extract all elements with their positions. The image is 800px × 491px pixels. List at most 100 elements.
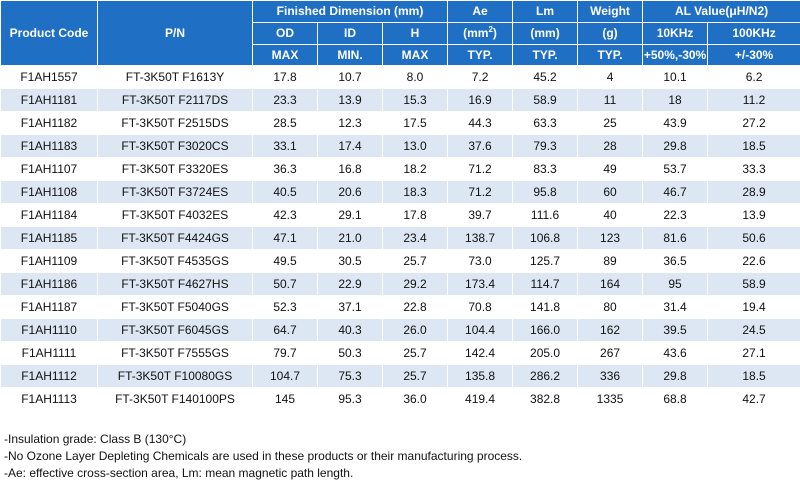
cell-ae: 71.2 bbox=[447, 157, 514, 181]
cell-ae: 37.6 bbox=[447, 134, 514, 158]
cell-weight: 336 bbox=[577, 364, 644, 388]
cell-al-10khz: 31.4 bbox=[642, 295, 709, 319]
cell-h: 25.7 bbox=[381, 341, 449, 365]
cell-od: 49.5 bbox=[252, 249, 318, 273]
cell-product-code: F1AH1111 bbox=[0, 341, 98, 365]
cell-al-100khz: 42.7 bbox=[707, 387, 800, 411]
cell-ae: 39.7 bbox=[447, 203, 514, 227]
header-finished-dimension: Finished Dimension (mm) bbox=[251, 0, 449, 23]
table-row: F1AH1184 FT-3K50T F4032ES 42.3 29.1 17.8 39.7… bbox=[0, 203, 800, 227]
header-pn: P/N bbox=[97, 0, 253, 66]
header-h: H bbox=[381, 22, 449, 45]
cell-ae: 142.4 bbox=[447, 341, 514, 365]
header-product-code: Product Code bbox=[0, 0, 98, 66]
table-row: F1AH1186 FT-3K50T F4627HS 50.7 22.9 29.2 173.… bbox=[0, 272, 800, 296]
header-10khz-sub: +50%,-30% bbox=[642, 44, 709, 66]
cell-od: 47.1 bbox=[252, 226, 318, 250]
table-row: F1AH1108 FT-3K50T F3724ES 40.5 20.6 18.3 71.2… bbox=[0, 180, 800, 204]
cell-pn: FT-3K50T F4032ES bbox=[97, 203, 253, 227]
cell-h: 26.0 bbox=[381, 318, 449, 342]
cell-al-100khz: 13.9 bbox=[707, 203, 800, 227]
cell-id: 10.7 bbox=[317, 65, 383, 89]
cell-weight: 162 bbox=[577, 318, 644, 342]
cell-h: 17.8 bbox=[381, 203, 449, 227]
cell-od: 28.5 bbox=[252, 111, 318, 135]
cell-lm: 141.8 bbox=[512, 295, 579, 319]
cell-product-code: F1AH1181 bbox=[0, 88, 98, 112]
header-ae-unit: (mm2) bbox=[447, 22, 514, 45]
cell-product-code: F1AH1182 bbox=[0, 111, 98, 135]
cell-od: 50.7 bbox=[252, 272, 318, 296]
table-row: F1AH1185 FT-3K50T F4424GS 47.1 21.0 23.4 138.… bbox=[0, 226, 800, 250]
cell-product-code: F1AH1184 bbox=[0, 203, 98, 227]
cell-al-10khz: 81.6 bbox=[642, 226, 709, 250]
table-row: F1AH1112 FT-3K50T F10080GS 104.7 75.3 25.7 13… bbox=[0, 364, 800, 388]
table-row: F1AH1113 FT-3K50T F140100PS 145 95.3 36.0 419… bbox=[0, 387, 800, 411]
cell-od: 52.3 bbox=[252, 295, 318, 319]
cell-al-10khz: 39.5 bbox=[642, 318, 709, 342]
footnote-line: -Insulation grade: Class B (130°C) bbox=[4, 432, 187, 446]
cell-pn: FT-3K50T F4424GS bbox=[97, 226, 253, 250]
cell-od: 17.8 bbox=[252, 65, 318, 89]
cell-al-100khz: 6.2 bbox=[707, 65, 800, 89]
header-100khz: 100KHz bbox=[707, 22, 800, 45]
cell-weight: 80 bbox=[577, 295, 644, 319]
cell-id: 29.1 bbox=[317, 203, 383, 227]
cell-al-100khz: 50.6 bbox=[707, 226, 800, 250]
cell-al-10khz: 43.9 bbox=[642, 111, 709, 135]
cell-ae: 44.3 bbox=[447, 111, 514, 135]
cell-od: 104.7 bbox=[252, 364, 318, 388]
cell-product-code: F1AH1183 bbox=[0, 134, 98, 158]
cell-h: 25.7 bbox=[381, 364, 449, 388]
cell-id: 40.3 bbox=[317, 318, 383, 342]
cell-od: 36.3 bbox=[252, 157, 318, 181]
cell-id: 37.1 bbox=[317, 295, 383, 319]
cell-ae: 135.8 bbox=[447, 364, 514, 388]
cell-al-100khz: 58.9 bbox=[707, 272, 800, 296]
cell-lm: 83.3 bbox=[512, 157, 579, 181]
cell-ae: 73.0 bbox=[447, 249, 514, 273]
cell-h: 22.8 bbox=[381, 295, 449, 319]
header-weight: Weight bbox=[577, 0, 644, 23]
cell-weight: 11 bbox=[577, 88, 644, 112]
cell-id: 20.6 bbox=[317, 180, 383, 204]
header-od-sub: MAX bbox=[252, 44, 318, 66]
cell-product-code: F1AH1109 bbox=[0, 249, 98, 273]
cell-pn: FT-3K50T F140100PS bbox=[97, 387, 253, 411]
cell-lm: 95.8 bbox=[512, 180, 579, 204]
header-od: OD bbox=[252, 22, 318, 45]
cell-weight: 28 bbox=[577, 134, 644, 158]
cell-ae: 419.4 bbox=[447, 387, 514, 411]
cell-product-code: F1AH1108 bbox=[0, 180, 98, 204]
table-row: F1AH1183 FT-3K50T F3020CS 33.1 17.4 13.0 37.6… bbox=[0, 134, 800, 158]
cell-pn: FT-3K50T F4535GS bbox=[97, 249, 253, 273]
cell-od: 42.3 bbox=[252, 203, 318, 227]
cell-pn: FT-3K50T F2515DS bbox=[97, 111, 253, 135]
cell-id: 50.3 bbox=[317, 341, 383, 365]
cell-od: 23.3 bbox=[252, 88, 318, 112]
header-id: ID bbox=[317, 22, 383, 45]
cell-al-100khz: 19.4 bbox=[707, 295, 800, 319]
cell-al-10khz: 43.6 bbox=[642, 341, 709, 365]
cell-pn: FT-3K50T F2117DS bbox=[97, 88, 253, 112]
cell-lm: 79.3 bbox=[512, 134, 579, 158]
cell-al-10khz: 22.3 bbox=[642, 203, 709, 227]
cell-lm: 166.0 bbox=[512, 318, 579, 342]
cell-al-100khz: 18.5 bbox=[707, 134, 800, 158]
cell-al-10khz: 95 bbox=[642, 272, 709, 296]
cell-al-10khz: 36.5 bbox=[642, 249, 709, 273]
table-row: F1AH1107 FT-3K50T F3320ES 36.3 16.8 18.2 71.2… bbox=[0, 157, 800, 181]
table-header: Product Code P/N Finished Dimension (mm)… bbox=[0, 0, 800, 66]
cell-od: 64.7 bbox=[252, 318, 318, 342]
cell-product-code: F1AH1112 bbox=[0, 364, 98, 388]
cell-product-code: F1AH1110 bbox=[0, 318, 98, 342]
cell-ae: 104.4 bbox=[447, 318, 514, 342]
cell-h: 13.0 bbox=[381, 134, 449, 158]
cell-lm: 286.2 bbox=[512, 364, 579, 388]
cell-id: 16.8 bbox=[317, 157, 383, 181]
cell-weight: 40 bbox=[577, 203, 644, 227]
cell-pn: FT-3K50T F10080GS bbox=[97, 364, 253, 388]
cell-pn: FT-3K50T F3724ES bbox=[97, 180, 253, 204]
cell-al-10khz: 53.7 bbox=[642, 157, 709, 181]
